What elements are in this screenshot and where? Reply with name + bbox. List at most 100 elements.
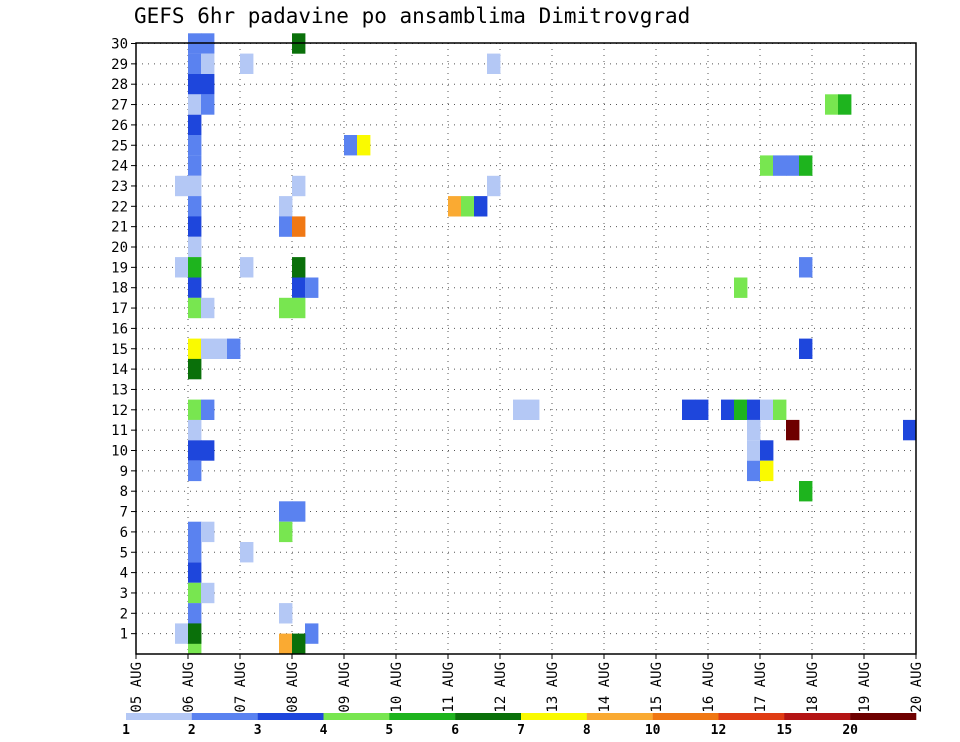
data-cell: [760, 440, 774, 461]
y-tick-label: 13: [111, 382, 128, 398]
y-tick-label: 21: [111, 220, 128, 236]
data-cell: [305, 277, 319, 298]
data-cell: [279, 633, 293, 654]
data-cell: [760, 399, 774, 420]
x-tick-label: 13 AUG: [545, 662, 561, 713]
data-cell: [201, 53, 215, 74]
data-cell: [201, 440, 215, 461]
colorbar-legend: 1 2 3 4 5 6 7 8 10 12 15 20: [122, 713, 917, 738]
data-cell: [188, 135, 202, 156]
x-axis: 05 AUG 06 AUG 07 AUG 08 AUG 09 AUG 10 AUG 11 A…: [129, 654, 925, 713]
data-cell: [201, 399, 215, 420]
x-tick-label: 18 AUG: [805, 662, 821, 713]
data-cell: [292, 277, 306, 298]
data-cell: [305, 623, 319, 644]
x-tick-label: 14 AUG: [597, 662, 613, 713]
data-cell: [279, 521, 293, 543]
data-cell: [201, 297, 215, 319]
data-cell: [188, 582, 202, 604]
y-tick-label: 9: [120, 464, 128, 480]
data-cell: [292, 501, 306, 522]
data-cell: [747, 399, 761, 420]
data-cell: [786, 155, 800, 176]
data-cell: [188, 358, 202, 380]
y-tick-label: 1: [120, 627, 128, 643]
colorbar-segment: [718, 713, 785, 720]
data-cell: [188, 216, 202, 237]
colorbar-segment: [521, 713, 588, 720]
colorbar-label: 2: [188, 723, 196, 738]
x-tick-label: 12 AUG: [493, 662, 509, 713]
data-cell: [747, 460, 761, 482]
y-tick-label: 11: [111, 423, 128, 439]
data-cell: [734, 399, 748, 420]
data-cell: [279, 216, 293, 237]
data-cell: [279, 297, 293, 319]
data-cell: [721, 399, 735, 420]
x-tick-label: 20 AUG: [909, 662, 925, 713]
data-cell: [227, 338, 241, 359]
x-tick-label: 16 AUG: [701, 662, 717, 713]
data-cell: [175, 257, 189, 278]
y-tick-label: 12: [111, 403, 128, 419]
data-cells: [175, 33, 917, 654]
colorbar-label: 1: [122, 723, 130, 738]
y-tick-label: 6: [120, 525, 128, 541]
y-tick-label: 27: [111, 98, 128, 114]
data-cell: [682, 399, 696, 420]
data-cell: [188, 155, 202, 176]
data-cell: [487, 175, 501, 197]
data-cell: [188, 196, 202, 217]
data-cell: [292, 633, 306, 654]
x-tick-label: 07 AUG: [233, 662, 249, 713]
y-tick-label: 2: [120, 606, 128, 622]
data-cell: [188, 257, 202, 278]
data-cell: [448, 196, 462, 217]
y-tick-label: 4: [120, 566, 128, 582]
data-cell: [838, 94, 852, 115]
data-cell: [825, 94, 839, 115]
data-cell: [188, 175, 202, 197]
colorbar-segment: [850, 713, 917, 720]
data-cell: [903, 419, 917, 441]
data-cell: [357, 135, 371, 156]
data-cell: [201, 582, 215, 604]
chart-title: GEFS 6hr padavine po ansamblima Dimitrov…: [134, 4, 691, 28]
data-cell: [188, 399, 202, 420]
colorbar-label: 8: [583, 723, 591, 738]
x-tick-label: 15 AUG: [649, 662, 665, 713]
y-tick-label: 10: [111, 444, 128, 460]
data-cell: [773, 155, 787, 176]
data-cell: [526, 399, 540, 420]
data-cell: [461, 196, 475, 217]
colorbar-label: 3: [254, 723, 262, 738]
colorbar-segment: [652, 713, 719, 720]
y-tick-label: 19: [111, 260, 128, 276]
colorbar-segment: [323, 713, 390, 720]
data-cell: [188, 521, 202, 543]
data-cell: [214, 338, 228, 359]
data-cell: [240, 542, 254, 563]
data-cell: [799, 338, 813, 359]
y-tick-label: 8: [120, 484, 128, 500]
data-cell: [279, 501, 293, 522]
x-tick-label: 10 AUG: [389, 662, 405, 713]
data-cell: [344, 135, 358, 156]
data-cell: [188, 53, 202, 74]
data-cell: [240, 257, 254, 278]
colorbar-label: 10: [645, 723, 661, 738]
x-tick-label: 09 AUG: [337, 662, 353, 713]
y-tick-label: 15: [111, 342, 128, 358]
data-cell: [799, 257, 813, 278]
y-tick-label: 14: [111, 362, 128, 378]
data-cell: [747, 419, 761, 441]
data-cell: [279, 196, 293, 217]
y-tick-label: 22: [111, 199, 128, 215]
data-cell: [292, 175, 306, 197]
data-cell: [188, 440, 202, 461]
y-tick-label: 24: [111, 159, 128, 175]
data-cell: [773, 399, 787, 420]
y-tick-label: 26: [111, 118, 128, 134]
colorbar-label: 12: [711, 723, 727, 738]
data-cell: [201, 521, 215, 543]
